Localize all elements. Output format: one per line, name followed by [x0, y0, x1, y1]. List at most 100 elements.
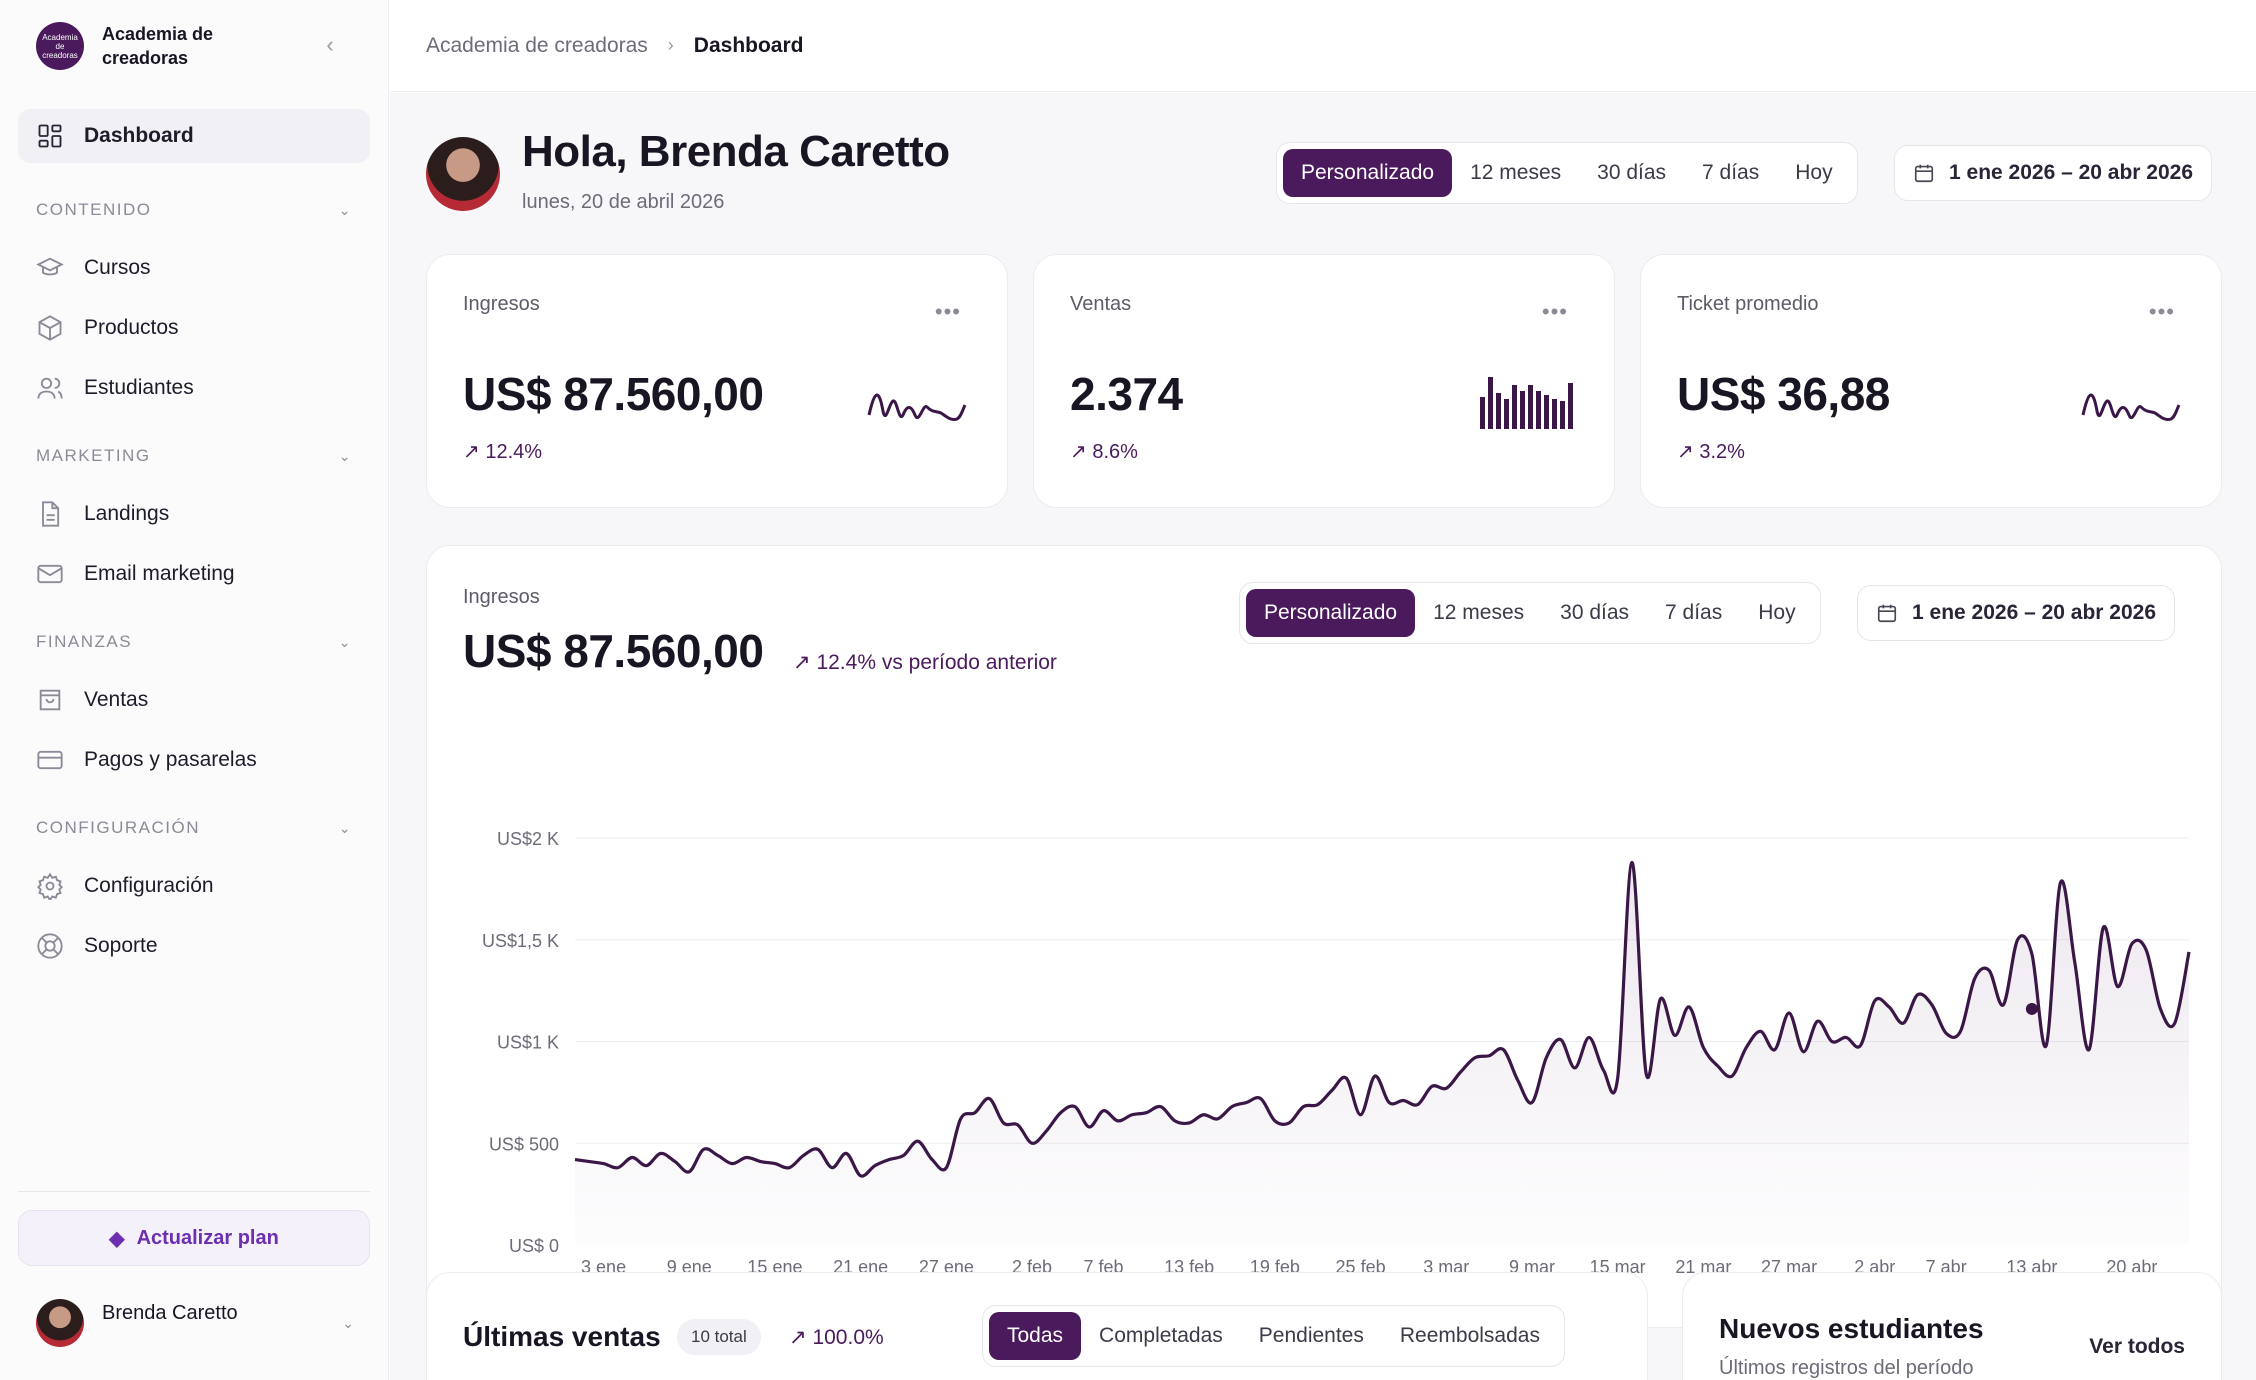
data-point[interactable] [2000, 1002, 2006, 1008]
section-finanzas[interactable]: FINANZAS ⌄ [36, 632, 352, 652]
data-point[interactable] [1029, 1140, 1035, 1146]
filter-all[interactable]: Todas [989, 1312, 1082, 1360]
period-option-30-days[interactable]: 30 días [1597, 161, 1667, 184]
data-point[interactable] [1886, 1004, 1892, 1010]
data-point[interactable] [972, 1110, 978, 1116]
data-point[interactable] [1500, 1047, 1506, 1053]
data-point[interactable] [1458, 1069, 1464, 1075]
data-point[interactable] [1829, 1039, 1835, 1045]
filter-completed[interactable]: Completadas [1099, 1324, 1223, 1347]
data-point[interactable] [1472, 1055, 1478, 1061]
data-point[interactable] [1900, 1020, 1906, 1026]
more-options-icon[interactable]: ••• [934, 299, 961, 324]
data-point[interactable] [1058, 1110, 1064, 1116]
data-point[interactable] [1658, 996, 1664, 1002]
data-point[interactable] [586, 1159, 592, 1165]
upgrade-plan-button[interactable]: ◆ Actualizar plan [18, 1210, 370, 1266]
data-point[interactable] [915, 1138, 921, 1144]
data-point[interactable] [1015, 1122, 1021, 1128]
data-point[interactable] [2029, 951, 2035, 957]
data-point[interactable] [1929, 1002, 1935, 1008]
data-point[interactable] [1143, 1110, 1149, 1116]
sidebar-item-email[interactable]: Email marketing [18, 547, 370, 601]
data-point[interactable] [1643, 1071, 1649, 1077]
data-point[interactable] [1329, 1087, 1335, 1093]
data-point[interactable] [1486, 1053, 1492, 1059]
data-point[interactable] [1372, 1073, 1378, 1079]
data-point[interactable] [1600, 1067, 1606, 1073]
data-point[interactable] [1443, 1085, 1449, 1091]
sidebar-item-configuracion[interactable]: Configuración [18, 859, 370, 913]
data-point[interactable] [643, 1163, 649, 1169]
data-point[interactable] [1343, 1075, 1349, 1081]
data-point[interactable] [2157, 1006, 2163, 1012]
data-point[interactable] [1186, 1120, 1192, 1126]
sidebar-item-pagos[interactable]: Pagos y pasarelas [18, 733, 370, 787]
data-point[interactable] [615, 1165, 621, 1171]
chart-date-range-button[interactable]: 1 ene 2026 – 20 abr 2026 [1857, 585, 2176, 641]
highlighted-point[interactable] [2025, 1002, 2038, 1015]
data-point[interactable] [1215, 1116, 1221, 1122]
data-point[interactable] [1986, 967, 1992, 973]
sidebar-item-productos[interactable]: Productos [18, 301, 370, 355]
data-point[interactable] [1872, 998, 1878, 1004]
data-point[interactable] [872, 1163, 878, 1169]
data-point[interactable] [2086, 1047, 2092, 1053]
section-marketing[interactable]: MARKETING ⌄ [36, 446, 352, 466]
data-point[interactable] [1857, 1043, 1863, 1049]
period-option-30-days[interactable]: 30 días [1560, 601, 1630, 624]
data-point[interactable] [1258, 1095, 1264, 1101]
user-menu[interactable]: Brenda Caretto ⌄ [36, 1298, 354, 1348]
data-point[interactable] [1743, 1045, 1749, 1051]
data-point[interactable] [958, 1116, 964, 1122]
period-option-7-days[interactable]: 7 días [1702, 161, 1760, 184]
data-point[interactable] [2172, 1020, 2178, 1026]
data-point[interactable] [1715, 1063, 1721, 1069]
sidebar-item-landings[interactable]: Landings [18, 487, 370, 541]
data-point[interactable] [772, 1161, 778, 1167]
period-option-12-months[interactable]: 12 meses [1470, 161, 1562, 184]
data-point[interactable] [1772, 1047, 1778, 1053]
data-point[interactable] [1400, 1098, 1406, 1104]
data-point[interactable] [1843, 1034, 1849, 1040]
section-configuracion[interactable]: CONFIGURACIÓN ⌄ [36, 818, 352, 838]
data-point[interactable] [1786, 1010, 1792, 1016]
data-point[interactable] [986, 1095, 992, 1101]
data-point[interactable] [572, 1157, 578, 1163]
data-point[interactable] [1415, 1102, 1421, 1108]
sidebar-item-soporte[interactable]: Soporte [18, 919, 370, 973]
period-option-custom[interactable]: Personalizado [1246, 589, 1416, 637]
period-option-12-months[interactable]: 12 meses [1433, 601, 1525, 624]
data-point[interactable] [1629, 859, 1635, 865]
data-point[interactable] [1172, 1118, 1178, 1124]
data-point[interactable] [1800, 1049, 1806, 1055]
data-point[interactable] [715, 1152, 721, 1158]
data-point[interactable] [2129, 941, 2135, 947]
sidebar-item-estudiantes[interactable]: Estudiantes [18, 361, 370, 415]
data-point[interactable] [658, 1150, 664, 1156]
period-option-today[interactable]: Hoy [1758, 601, 1796, 624]
data-point[interactable] [1815, 1018, 1821, 1024]
data-point[interactable] [1086, 1124, 1092, 1130]
data-point[interactable] [929, 1157, 935, 1163]
breadcrumb-root[interactable]: Academia de creadoras [426, 33, 648, 57]
data-point[interactable] [1672, 1032, 1678, 1038]
sidebar-item-dashboard[interactable]: Dashboard [18, 109, 370, 163]
data-point[interactable] [1758, 1028, 1764, 1034]
data-point[interactable] [743, 1154, 749, 1160]
data-point[interactable] [858, 1173, 864, 1179]
data-point[interactable] [1429, 1083, 1435, 1089]
data-point[interactable] [701, 1146, 707, 1152]
data-point[interactable] [686, 1169, 692, 1175]
data-point[interactable] [1572, 1065, 1578, 1071]
data-point[interactable] [2186, 949, 2192, 955]
data-point[interactable] [1700, 1045, 1706, 1051]
data-point[interactable] [1072, 1104, 1078, 1110]
data-point[interactable] [1300, 1104, 1306, 1110]
data-point[interactable] [815, 1146, 821, 1152]
data-point[interactable] [886, 1157, 892, 1163]
data-point[interactable] [1100, 1108, 1106, 1114]
data-point[interactable] [1529, 1100, 1535, 1106]
data-point[interactable] [1957, 1028, 1963, 1034]
data-point[interactable] [1729, 1073, 1735, 1079]
